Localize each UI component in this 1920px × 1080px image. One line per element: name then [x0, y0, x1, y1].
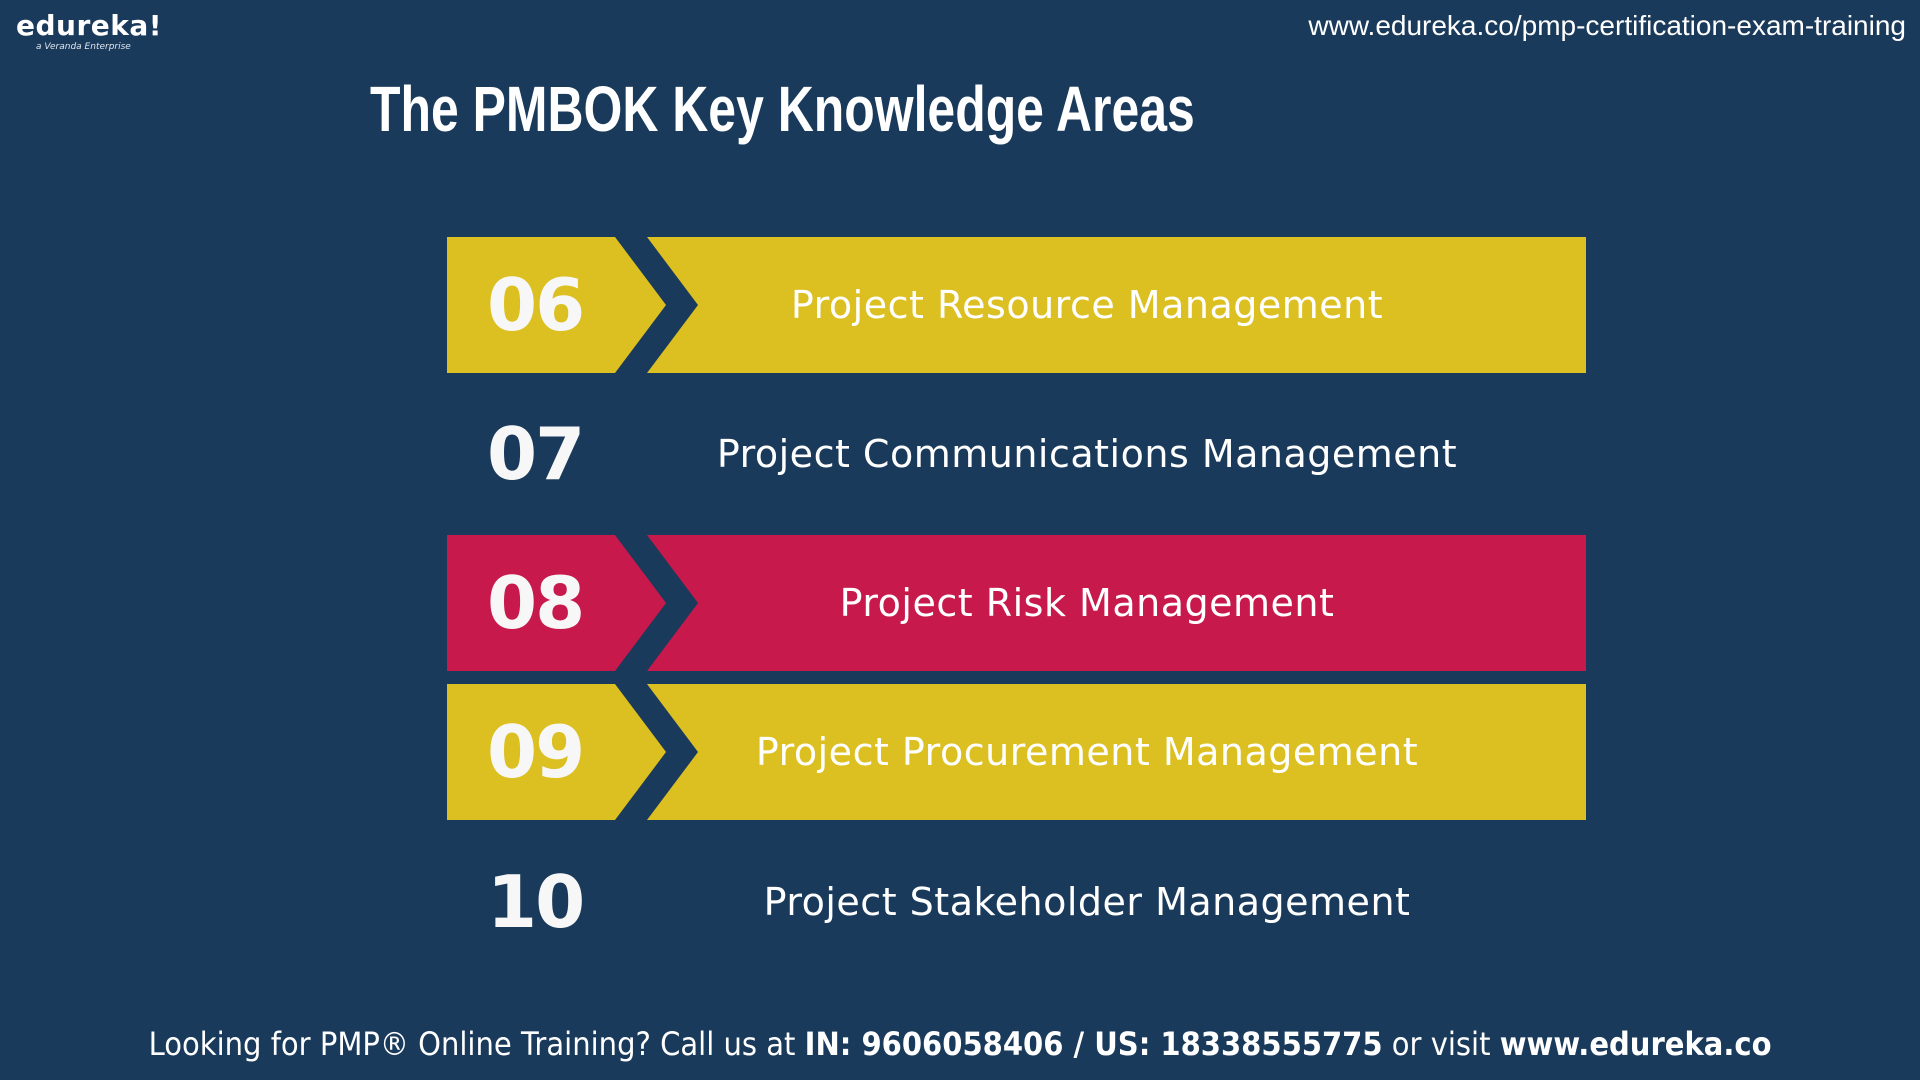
area-row-07: 07 Project Communications Management [447, 386, 1586, 522]
chevron-arrow-icon [615, 237, 698, 373]
area-row-10: 10 Project Stakeholder Management [447, 834, 1586, 970]
area-number: 09 [487, 710, 585, 794]
row-band [447, 535, 1586, 671]
edureka-logo: edureka! a Veranda Enterprise [16, 9, 163, 53]
area-label: Project Resource Management [790, 283, 1384, 327]
area-row-09: 09 Project Procurement Management [447, 684, 1586, 820]
area-number: 07 [487, 412, 585, 496]
footer-site-link[interactable]: www.edureka.co [1499, 1025, 1772, 1063]
footer-cta: Looking for PMP® Online Training? Call u… [0, 1022, 1920, 1066]
chevron-arrow-icon [615, 535, 698, 671]
band-body [447, 237, 1586, 373]
footer-phones: IN: 9606058406 / US: 18338555775 [804, 1025, 1383, 1063]
area-label: Project Communications Management [716, 432, 1458, 476]
area-row-06: 06 Project Resource Management [447, 237, 1586, 373]
area-label: Project Procurement Management [755, 730, 1419, 774]
area-number: 06 [487, 263, 585, 347]
area-label: Project Risk Management [839, 581, 1335, 625]
area-number: 10 [487, 860, 585, 944]
row-band [447, 684, 1586, 820]
area-number: 08 [487, 561, 585, 645]
footer-middle: or visit [1382, 1025, 1500, 1063]
area-row-08: 08 Project Risk Management [447, 535, 1586, 671]
row-band [447, 237, 1586, 373]
page-title: The PMBOK Key Knowledge Areas [369, 73, 1195, 145]
logo-subtitle: a Veranda Enterprise [36, 42, 131, 52]
band-body [447, 684, 1586, 820]
chevron-arrow-icon [615, 684, 698, 820]
logo-name: edureka! [16, 9, 163, 42]
area-label: Project Stakeholder Management [763, 880, 1411, 924]
footer-lead: Looking for PMP® Online Training? Call u… [148, 1025, 805, 1063]
band-body [447, 535, 1586, 671]
header-url: www.edureka.co/pmp-certification-exam-tr… [1308, 10, 1906, 41]
